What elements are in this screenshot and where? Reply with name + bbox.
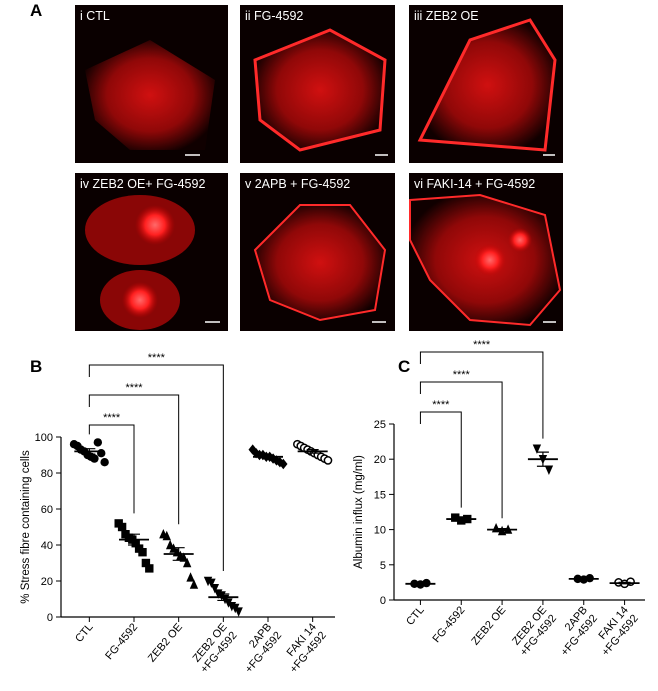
point: [323, 456, 333, 465]
x-tick-label: FG-4592: [430, 604, 467, 645]
x-tick-label-line: ZEB2 OE: [146, 621, 185, 664]
x-tick-label-line: CTL: [404, 604, 427, 628]
y-tick-label: 80: [41, 468, 53, 480]
y-tick-label: 5: [380, 560, 386, 572]
point: [186, 572, 195, 582]
y-tick-label: 0: [47, 612, 53, 624]
y-tick-label: 40: [41, 540, 53, 552]
cell: [85, 40, 215, 150]
x-tick-label-line: FG-4592: [103, 621, 140, 662]
significance-bracket: [88, 394, 180, 525]
image-label: i CTL: [80, 9, 110, 23]
error-bar: [306, 449, 319, 454]
point: [138, 548, 147, 557]
point: [97, 449, 106, 458]
error-bar: [414, 582, 427, 586]
error-bar: [172, 547, 185, 561]
y-tick-label: 10: [374, 525, 386, 537]
significance-label: ****: [453, 369, 471, 381]
panel-label: C: [398, 357, 410, 376]
error-bar: [536, 451, 549, 467]
image-label: ii FG-4592: [245, 9, 303, 23]
y-tick-label: 20: [374, 454, 386, 466]
error-bar: [262, 454, 274, 460]
error-bar: [455, 517, 468, 522]
significance-bracket: [419, 411, 462, 508]
x-tick-label: ZEB2 OE+FG-4592: [508, 604, 559, 658]
nucleus: [508, 228, 532, 252]
scale-bars: [185, 154, 556, 323]
significance-bracket: [88, 364, 224, 571]
significance-label: ****: [148, 352, 166, 364]
error-bar: [496, 527, 509, 532]
y-tick-label: 0: [380, 595, 386, 607]
significance-bracket: [419, 351, 544, 439]
point: [162, 530, 171, 541]
x-tick-label: ZEB2 OE: [469, 604, 508, 647]
cell: [417, 18, 557, 152]
point: [210, 584, 220, 594]
point: [207, 578, 216, 588]
cell: [253, 204, 387, 322]
point: [544, 465, 554, 475]
x-tick-label: ZEB2 OE+FG-4592: [188, 621, 239, 675]
error-bar: [83, 448, 96, 455]
nucleus: [474, 244, 506, 276]
panel-label: A: [30, 1, 42, 20]
x-tick-label: 2APB+FG-4592: [549, 604, 600, 658]
point: [145, 564, 154, 573]
point: [189, 579, 199, 589]
x-tick-label: CTL: [73, 621, 96, 645]
y-tick-label: 100: [35, 432, 53, 444]
point: [234, 607, 243, 617]
y-tick-label: 25: [374, 419, 386, 431]
point: [100, 458, 109, 467]
x-tick-label: ZEB2 OE: [146, 621, 185, 664]
y-tick-label: 20: [41, 576, 53, 588]
x-tick-label: FAKI 14+FG-4592: [278, 621, 329, 675]
significance-label: ****: [125, 382, 143, 394]
point: [131, 539, 140, 548]
point: [93, 438, 103, 447]
nucleus: [122, 282, 158, 318]
significance-bracket: [88, 424, 135, 514]
x-tick-label-line: ZEB2 OE: [469, 604, 508, 647]
y-tick-label: 60: [41, 504, 53, 516]
image-grid: [75, 5, 563, 331]
error-bar: [128, 533, 140, 546]
point: [141, 558, 151, 568]
error-bar: [618, 581, 631, 585]
image-label: iii ZEB2 OE: [414, 9, 479, 23]
x-tick-label: FG-4592: [103, 621, 140, 662]
point: [279, 458, 288, 470]
image-label: v 2APB + FG-4592: [245, 177, 350, 191]
significance-bracket: [419, 381, 503, 519]
x-tick-label-line: CTL: [73, 621, 96, 645]
point: [179, 552, 188, 562]
nucleus: [135, 205, 175, 245]
point: [532, 444, 542, 454]
significance-label: ****: [473, 339, 491, 351]
image-label: vi FAKI-14 + FG-4592: [414, 177, 535, 191]
x-tick-label: CTL: [404, 604, 427, 628]
significance-label: ****: [103, 412, 121, 424]
error-bar: [577, 577, 590, 581]
y-axis-title: % Stress fibre containing cells: [20, 450, 32, 604]
image-label: iv ZEB2 OE+ FG-4592: [80, 177, 205, 191]
x-tick-label: 2APB+FG-4592: [233, 621, 284, 675]
x-tick-label: FAKI 14+FG-4592: [590, 604, 641, 658]
point: [182, 557, 192, 568]
y-tick-label: 15: [374, 489, 386, 501]
significance-label: ****: [432, 399, 450, 411]
cell: [253, 28, 387, 152]
x-tick-label-line: FG-4592: [430, 604, 467, 645]
point: [117, 522, 127, 532]
error-bar: [217, 593, 230, 602]
panel-label: B: [30, 357, 42, 376]
y-axis-title: Albumin influx (mg/ml): [353, 455, 365, 569]
point: [90, 454, 99, 463]
